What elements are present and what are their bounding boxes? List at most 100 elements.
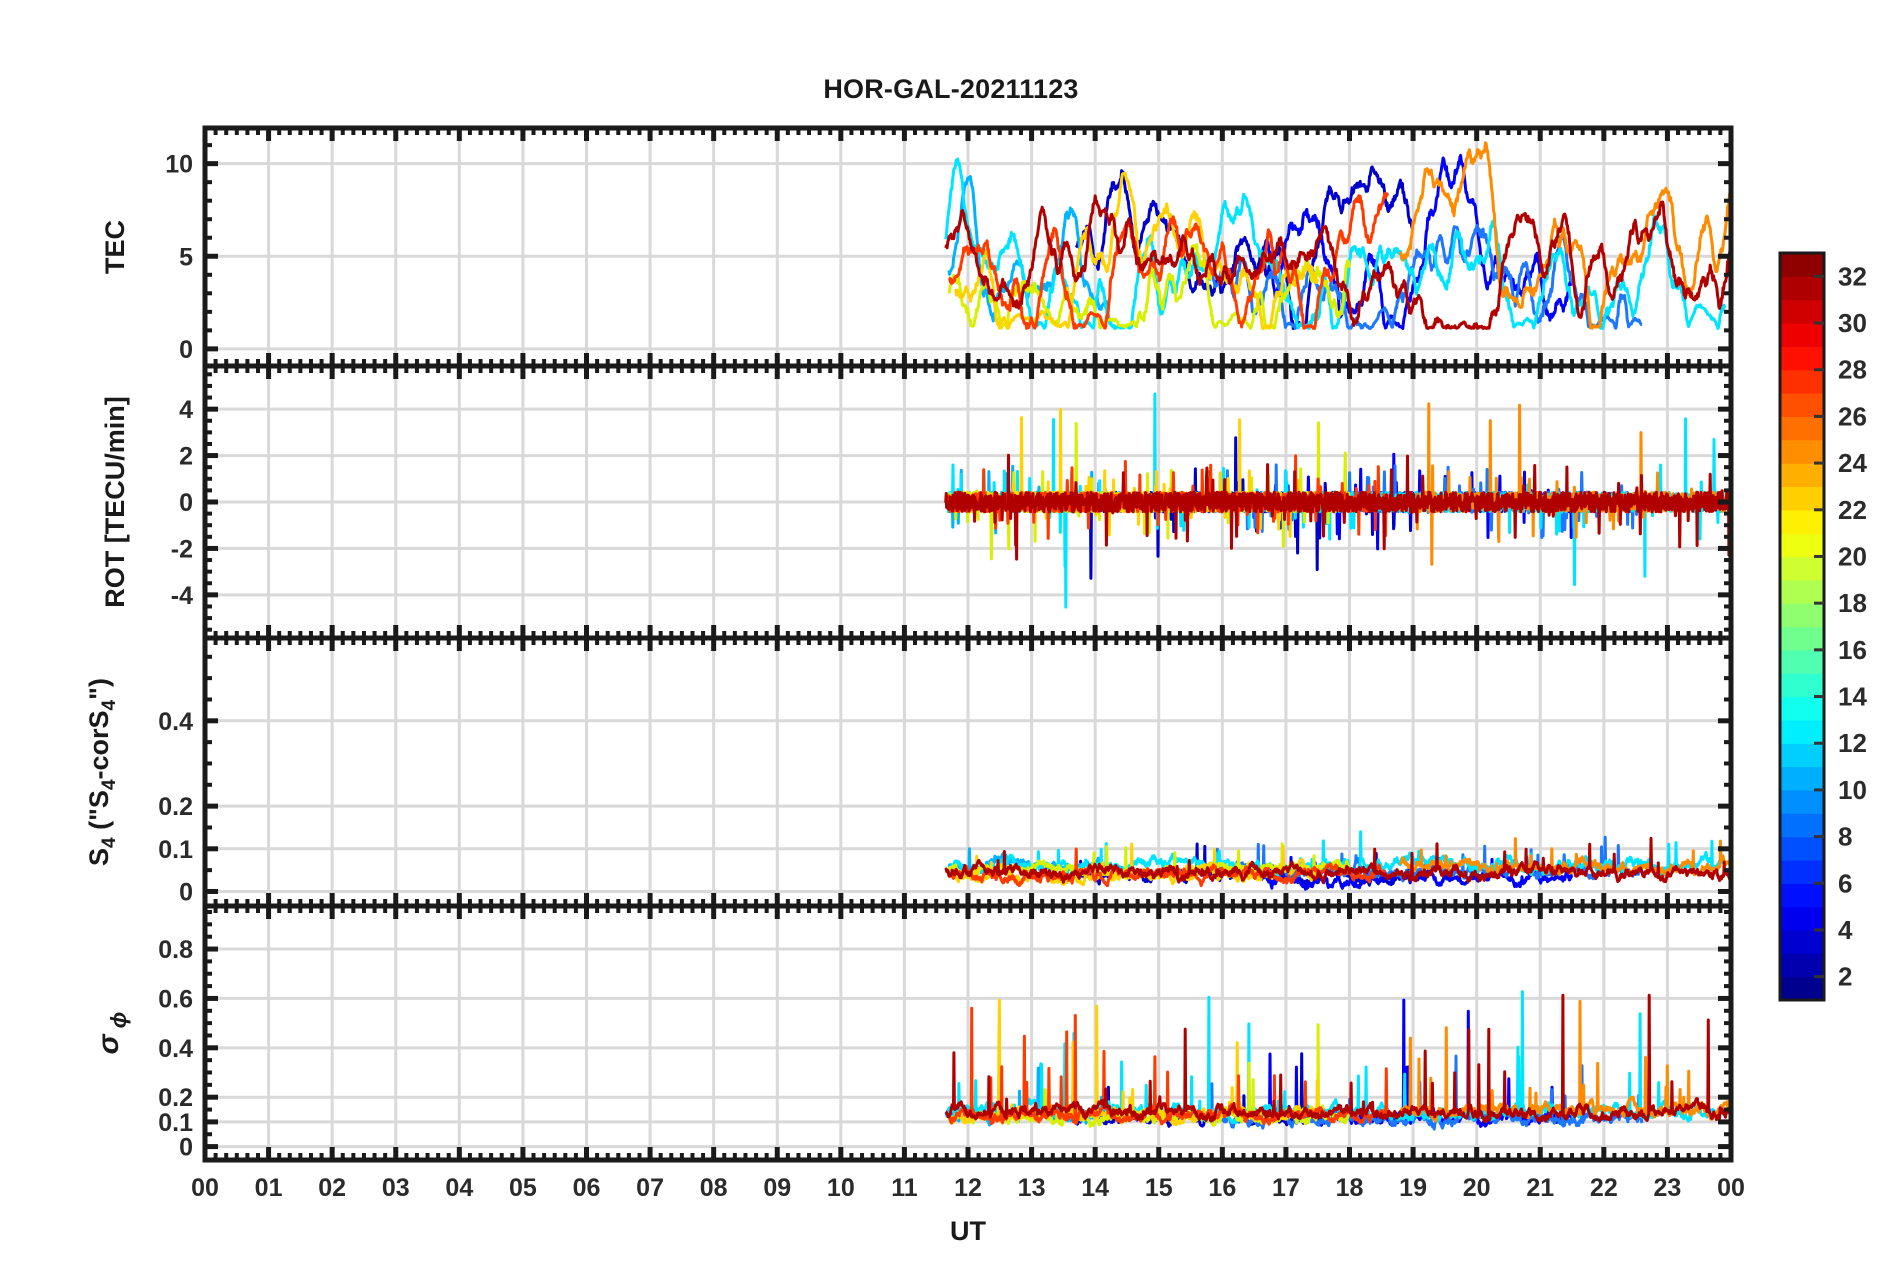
ytick-label-sigma_phi: 0 (179, 1134, 193, 1162)
colorbar-tick-label: 10 (1838, 775, 1867, 805)
colorbar-segment (1780, 906, 1824, 931)
colorbar-segment (1780, 673, 1824, 698)
colorbar-tick-label: 26 (1838, 401, 1867, 431)
colorbar-segment (1780, 579, 1824, 604)
series-line-prn-27-s4 (947, 847, 1390, 888)
xtick-label: 16 (1208, 1174, 1236, 1202)
colorbar-tick-label: 22 (1838, 495, 1867, 525)
colorbar-segment (1780, 369, 1824, 394)
xtick-label: 13 (1018, 1174, 1046, 1202)
colorbar-segment (1780, 883, 1824, 908)
panel-data-sigma_phi (944, 990, 1731, 1131)
colorbar-segment (1780, 323, 1824, 347)
xtick-label: 01 (255, 1174, 283, 1202)
xtick-label: 07 (636, 1174, 664, 1202)
xtick-label: 00 (191, 1174, 219, 1202)
xtick-label: 14 (1081, 1174, 1109, 1202)
xtick-label: 19 (1399, 1174, 1427, 1202)
ytick-label-tec: 5 (179, 243, 193, 271)
series-line-prn-8-tec (1208, 224, 1643, 330)
colorbar-segment (1780, 463, 1824, 488)
yaxis-label-tec: TEC (100, 220, 130, 274)
series-line-prn-25-sigma (1398, 999, 1731, 1123)
series-line-prn-27-tec (948, 191, 1390, 330)
ytick-label-sigma_phi: 0.8 (158, 936, 193, 964)
yaxis-label-sigma-phi: σ ϕ (92, 1012, 131, 1055)
colorbar-segment (1780, 813, 1824, 838)
xtick-label: 09 (763, 1174, 791, 1202)
colorbar-segment (1780, 533, 1824, 558)
colorbar-tick-label: 16 (1838, 635, 1867, 665)
yaxis-label-s4: S4 ("S4-corS4") (84, 678, 120, 866)
colorbar-tick-label: 12 (1838, 728, 1867, 758)
colorbar-tick-label: 4 (1838, 915, 1853, 945)
ytick-label-rot: -4 (171, 582, 193, 610)
colorbar-segment (1780, 253, 1824, 277)
xtick-label: 03 (382, 1174, 410, 1202)
ytick-label-tec: 10 (165, 151, 193, 179)
xtick-label: 02 (318, 1174, 346, 1202)
series-line-prn-4-tec (1259, 153, 1574, 330)
series-line-prn-20-tec (947, 243, 1351, 330)
xtick-label: 08 (700, 1174, 728, 1202)
colorbar-segment (1780, 719, 1824, 744)
colorbar-tick-label: 28 (1838, 355, 1867, 385)
ytick-label-sigma_phi: 0.2 (158, 1084, 193, 1112)
colorbar-tick-label: 30 (1838, 308, 1867, 338)
xtick-label: 21 (1526, 1174, 1554, 1202)
colorbar-segment (1780, 276, 1824, 301)
ytick-label-sigma_phi: 0.4 (158, 1035, 193, 1063)
axes-frame-layer (202, 125, 1734, 1163)
colorbar-segment (1780, 346, 1824, 371)
series-line-prn-22-tec (953, 171, 1320, 330)
colorbar-segment (1780, 859, 1824, 884)
colorbar-frame (1778, 251, 1826, 1002)
ytick-label-sigma_phi: 0.1 (158, 1109, 193, 1137)
xtick-label: 05 (509, 1174, 537, 1202)
series-line-prn-12-tec (944, 157, 1727, 330)
series-line-prn-31-tec (944, 194, 1731, 330)
colorbar-segment (1780, 696, 1824, 721)
series-line-prn-25-tec (1399, 141, 1731, 330)
figure-title: HOR-GAL-20211123 (823, 74, 1079, 104)
colorbar-segment (1780, 766, 1824, 791)
xtick-label: 22 (1590, 1174, 1618, 1202)
panel-data-rot (944, 392, 1731, 609)
panel-data-tec (944, 141, 1731, 330)
ytick-label-s4: 0.4 (158, 708, 193, 736)
xtick-label: 00 (1717, 1174, 1745, 1202)
series-line-prn-31-sigma (944, 993, 1731, 1124)
series-line-prn-31-s4 (944, 836, 1731, 884)
yaxis-label-rot: ROT [TECU/min] (100, 396, 130, 607)
ytick-label-tec: 0 (179, 336, 193, 364)
colorbar-segment (1780, 299, 1824, 324)
xtick-label: 11 (891, 1174, 918, 1202)
colorbar-tick-label: 2 (1838, 962, 1852, 992)
ytick-label-s4: 0.1 (158, 836, 193, 864)
colorbar-tick-label: 14 (1838, 682, 1867, 712)
ytick-label-rot: 0 (179, 489, 193, 517)
colorbar-segment (1780, 416, 1824, 441)
colorbar-segment (1780, 836, 1824, 861)
colorbar-tick-label: 18 (1838, 588, 1867, 618)
series-line-prn-31-rot (944, 453, 1731, 561)
xtick-label: 18 (1336, 1174, 1364, 1202)
xtick-label: 23 (1654, 1174, 1682, 1202)
ytick-label-rot: 4 (179, 396, 193, 424)
xtick-label: 20 (1463, 1174, 1491, 1202)
colorbar-segment (1780, 486, 1824, 511)
colorbar-tick-label: 24 (1838, 448, 1867, 478)
ytick-label-rot: 2 (179, 443, 193, 471)
ytick-label-s4: 0 (179, 878, 193, 906)
xtick-label: 06 (573, 1174, 601, 1202)
colorbar-tick-label: 8 (1838, 822, 1852, 852)
xtick-label: 15 (1145, 1174, 1173, 1202)
colorbar-segment (1780, 603, 1824, 628)
colorbar-segment (1780, 976, 1824, 1001)
data-layer (944, 141, 1731, 1131)
xtick-label: 17 (1272, 1174, 1300, 1202)
colorbar-segment (1780, 649, 1824, 674)
xtick-label: 12 (954, 1174, 982, 1202)
